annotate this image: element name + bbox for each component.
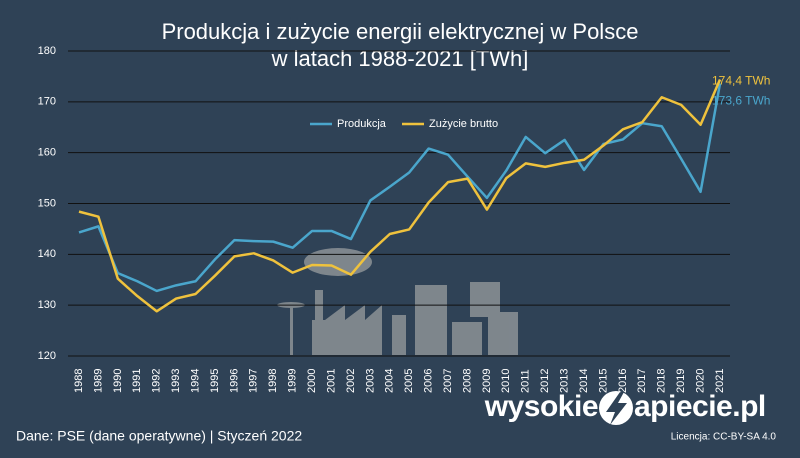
x-tick-label: 2000 xyxy=(306,369,318,393)
x-tick-label: 2005 xyxy=(403,369,415,393)
logo-left: wysokie xyxy=(484,390,598,423)
legend-label: Zużycie brutto xyxy=(429,118,498,130)
x-tick-label: 1989 xyxy=(92,369,104,393)
x-tick-label: 2001 xyxy=(325,369,337,393)
line-series xyxy=(78,83,722,293)
y-tick-label: 160 xyxy=(38,147,56,159)
x-tick-label: 2007 xyxy=(442,369,454,393)
x-tick-label: 2002 xyxy=(345,369,357,393)
x-tick-label: 1997 xyxy=(248,369,260,393)
license: Licencja: CC-BY-SA 4.0 xyxy=(671,432,777,443)
x-tick-label: 2013 xyxy=(559,369,571,393)
end-label: 174,4 TWh xyxy=(712,74,770,88)
x-tick-label: 1988 xyxy=(73,369,85,393)
x-tick-label: 2012 xyxy=(539,369,551,393)
x-tick-label: 2010 xyxy=(500,369,512,393)
y-tick-label: 120 xyxy=(38,350,56,362)
x-tick-label: 1992 xyxy=(151,369,163,393)
y-tick-label: 180 xyxy=(38,45,56,57)
x-tick-label: 2014 xyxy=(578,369,590,393)
x-tick-label: 2011 xyxy=(520,369,532,393)
x-tick-label: 2008 xyxy=(461,369,473,393)
chart-subtitle: w latach 1988-2021 [TWh] xyxy=(271,46,529,71)
x-tick-label: 2015 xyxy=(597,369,609,393)
x-tick-label: 2003 xyxy=(364,369,376,393)
source: Dane: PSE (dane operatywne) | Styczeń 20… xyxy=(16,428,302,444)
x-tick-label: 1995 xyxy=(209,369,221,393)
x-tick-label: 1990 xyxy=(112,369,124,393)
x-tick-label: 1994 xyxy=(189,369,201,393)
x-tick-label: 2020 xyxy=(694,369,706,393)
x-tick-label: 2004 xyxy=(384,369,396,393)
x-tick-label: 2006 xyxy=(423,369,435,393)
x-tick-label: 2018 xyxy=(656,369,668,393)
x-tick-label: 1996 xyxy=(228,369,240,393)
y-tick-label: 150 xyxy=(38,197,56,209)
x-tick-label: 1991 xyxy=(131,369,143,393)
y-tick-label: 130 xyxy=(38,299,56,311)
legend-label: Produkcja xyxy=(337,118,387,130)
y-tick-label: 170 xyxy=(38,96,56,108)
x-tick-label: 2017 xyxy=(636,369,648,393)
line-series xyxy=(78,78,722,313)
logo-bolt xyxy=(606,392,627,425)
end-label: 173,6 TWh xyxy=(712,94,770,108)
x-tick-label: 2021 xyxy=(714,369,726,393)
industry-illustration xyxy=(277,248,518,355)
x-tick-label: 2009 xyxy=(481,369,493,393)
logo-right: apiecie.pl xyxy=(634,390,766,423)
x-tick-label: 1999 xyxy=(287,369,299,393)
x-tick-label: 1993 xyxy=(170,369,182,393)
chart-title: Produkcja i zużycie energii elektrycznej… xyxy=(162,19,639,44)
x-tick-label: 2019 xyxy=(675,369,687,393)
y-tick-label: 140 xyxy=(38,248,56,260)
x-tick-label: 1998 xyxy=(267,369,279,393)
x-tick-label: 2016 xyxy=(617,369,629,393)
